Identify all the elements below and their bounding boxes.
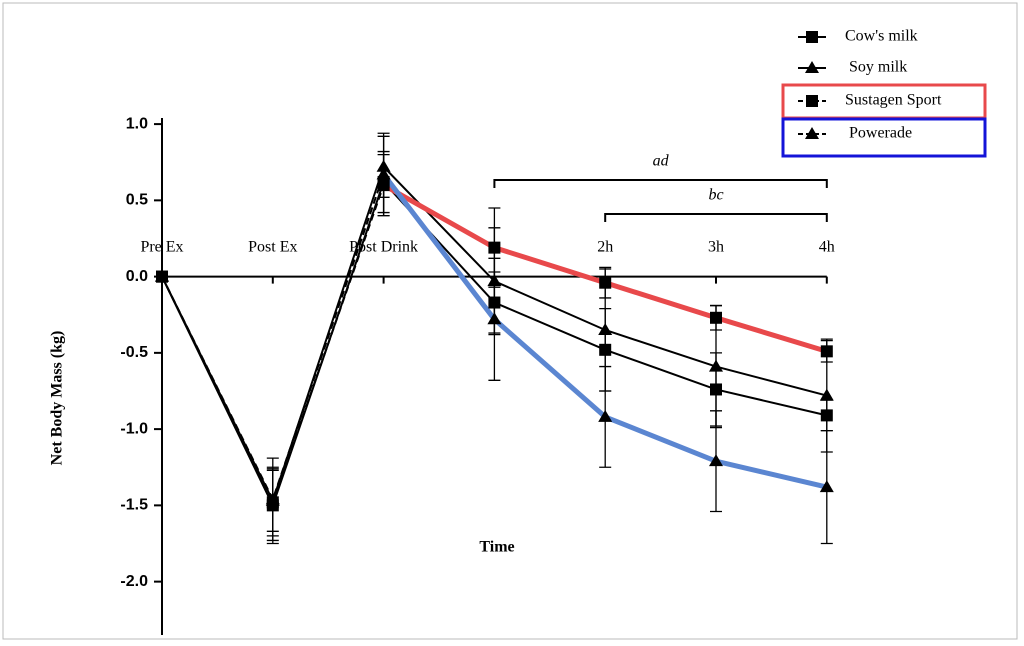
marker [820,409,833,422]
bracket [493,179,828,188]
marker [598,409,613,422]
marker [488,241,501,254]
y-axis-label: Net Body Mass (kg) [49,331,66,466]
annotation: ad [653,153,670,170]
marker [377,179,390,192]
marker [376,167,391,180]
y-tick-label: -1.5 [120,497,148,514]
marker [709,359,723,372]
marker [487,274,502,287]
marker [599,343,612,356]
marker [599,276,612,289]
marker [820,345,833,358]
legend-marker [806,31,818,43]
legend-highlight-box [781,117,987,158]
marker [709,454,723,467]
x-tick-label: 2h [597,238,613,255]
legend-label: Soy milk [849,59,907,76]
marker [710,383,722,396]
legend-label: Sustagen Sport [845,92,942,109]
bracket [604,213,828,222]
y-tick-label: 0.0 [126,268,148,285]
legend-label: Powerade [849,125,912,142]
y-tick-label: -0.5 [120,344,148,361]
marker [819,388,834,401]
x-tick-label: 4h [819,238,835,255]
marker [710,311,722,324]
x-tick-label: Post Drink [349,238,418,255]
legend-marker [805,127,819,139]
annotation: bc [708,187,723,204]
x-tick-label: Post Ex [248,238,297,255]
x-tick-label: Pre Ex [140,238,183,255]
marker [488,296,501,309]
x-axis-label: Time [479,539,514,556]
legend-marker [806,95,818,107]
legend-label: Cow's milk [845,28,918,45]
marker [487,312,502,325]
marker [598,322,613,335]
y-tick-label: -2.0 [120,573,148,590]
y-tick-label: 1.0 [126,115,148,132]
legend-marker [805,61,819,73]
marker [155,269,169,282]
y-tick-label: -1.0 [120,420,148,437]
marker [265,492,280,505]
x-tick-label: 3h [708,238,724,255]
frame [2,2,1018,640]
y-tick-label: 0.5 [126,192,148,209]
marker [376,159,391,172]
marker [819,480,834,493]
